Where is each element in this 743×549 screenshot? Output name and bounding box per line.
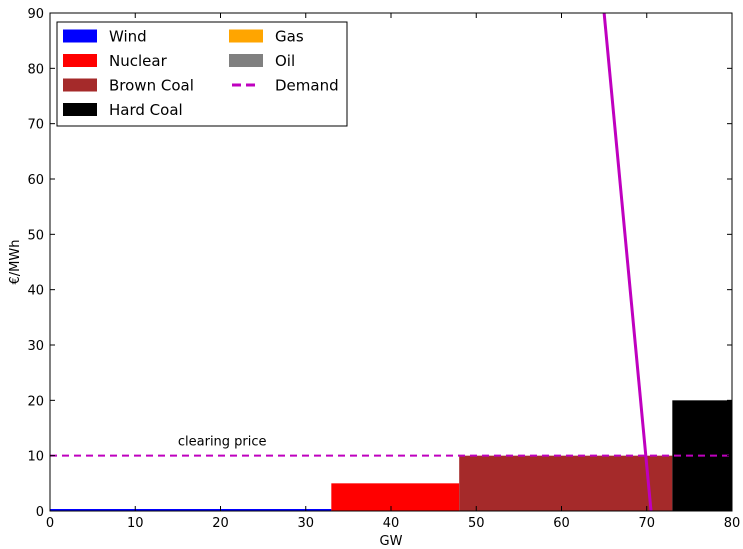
legend-label-brown-coal: Brown Coal: [109, 77, 194, 95]
x-tick-label: 20: [212, 516, 229, 531]
y-axis-label: €/MWh: [8, 240, 23, 285]
legend-label-oil: Oil: [275, 52, 295, 70]
legend-label-gas: Gas: [275, 28, 304, 46]
x-axis-label: GW: [380, 534, 403, 549]
legend-box: [56, 21, 348, 127]
legend-swatch-nuclear: [63, 54, 97, 67]
legend-label-demand: Demand: [275, 77, 339, 95]
legend-swatch-gas: [229, 29, 263, 43]
y-tick-label: 60: [27, 173, 44, 188]
bar-brown-coal: [459, 455, 673, 511]
y-tick-label: 80: [27, 62, 44, 77]
y-tick-label: 70: [27, 118, 44, 133]
x-tick-label: 40: [383, 516, 400, 531]
y-tick-label: 20: [27, 394, 44, 409]
y-tick-label: 10: [27, 450, 44, 465]
x-tick-label: 30: [297, 516, 314, 531]
x-tick-label: 80: [724, 516, 741, 531]
legend-swatch-oil: [229, 54, 263, 67]
x-tick-label: 60: [553, 516, 570, 531]
x-tick-label: 0: [46, 516, 54, 531]
legend: Wind Nuclear Brown Coal Hard Coal Gas Oil Dema…: [56, 21, 348, 127]
clearing-price-label: clearing price: [178, 435, 267, 450]
legend-swatch-brown-coal: [63, 78, 97, 92]
legend-swatch-hard-coal: [63, 103, 97, 116]
x-tick-label: 50: [468, 516, 485, 531]
y-tick-label: 0: [36, 505, 44, 520]
x-tick-label: 70: [638, 516, 655, 531]
legend-swatch-wind: [63, 29, 97, 43]
y-tick-label: 30: [27, 339, 44, 354]
legend-label-nuclear: Nuclear: [109, 52, 168, 70]
legend-label-wind: Wind: [109, 28, 147, 46]
y-tick-label: 40: [27, 284, 44, 299]
y-tick-label: 90: [27, 7, 44, 22]
x-tick-label: 10: [127, 516, 144, 531]
bar-nuclear: [331, 483, 460, 511]
bar-wind: [50, 509, 332, 511]
demand-line: [602, 12, 653, 512]
axis-ticks: 0 10 20 30 40 50 60 70 80 0 10 20 30 40 50 60 70 80 90: [27, 7, 740, 531]
price-lines: [50, 12, 732, 512]
legend-label-hard-coal: Hard Coal: [109, 101, 183, 119]
y-tick-label: 50: [27, 228, 44, 243]
